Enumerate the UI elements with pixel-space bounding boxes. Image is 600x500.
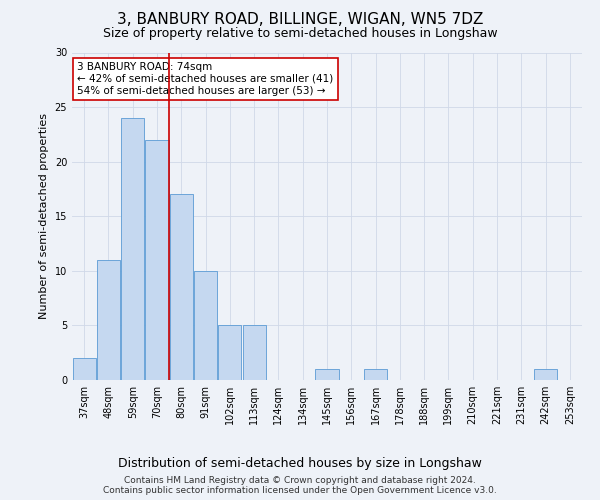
Bar (534, 369, 557, 380)
Bar (364, 369, 387, 380)
Bar (218, 326, 241, 380)
Bar (73, 358, 95, 380)
Y-axis label: Number of semi-detached properties: Number of semi-detached properties (39, 114, 49, 320)
Bar (121, 118, 144, 380)
Text: Contains HM Land Registry data © Crown copyright and database right 2024.
Contai: Contains HM Land Registry data © Crown c… (103, 476, 497, 495)
Bar (145, 140, 169, 380)
Text: 3 BANBURY ROAD: 74sqm
← 42% of semi-detached houses are smaller (41)
54% of semi: 3 BANBURY ROAD: 74sqm ← 42% of semi-deta… (77, 62, 334, 96)
Text: Distribution of semi-detached houses by size in Longshaw: Distribution of semi-detached houses by … (118, 458, 482, 470)
Bar (170, 194, 193, 380)
Text: Size of property relative to semi-detached houses in Longshaw: Size of property relative to semi-detach… (103, 28, 497, 40)
Bar (194, 271, 217, 380)
Bar (242, 326, 266, 380)
Text: 3, BANBURY ROAD, BILLINGE, WIGAN, WN5 7DZ: 3, BANBURY ROAD, BILLINGE, WIGAN, WN5 7D… (117, 12, 483, 28)
Bar (97, 260, 120, 380)
Bar (316, 369, 338, 380)
